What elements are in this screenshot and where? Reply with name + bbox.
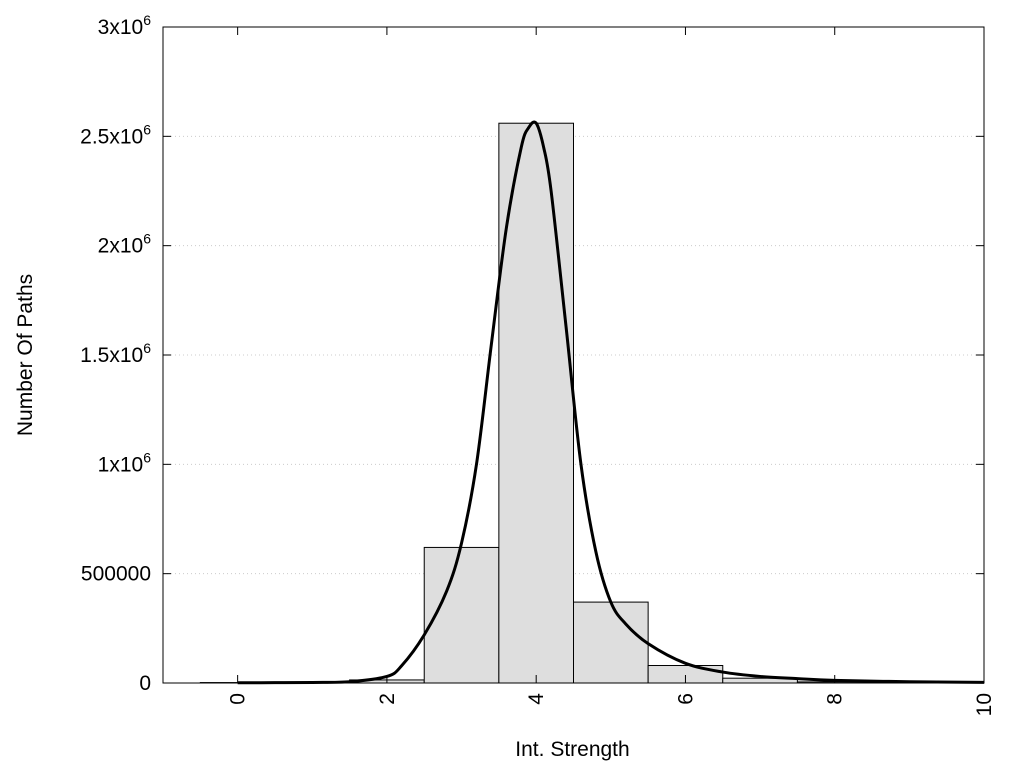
y-tick-label: 3x106: [98, 12, 152, 39]
histogram-bar: [573, 601, 649, 684]
y-tick-label: 0: [139, 672, 151, 695]
y-tick-label: 2x106: [98, 231, 152, 258]
y-tick-label: 1.5x106: [80, 340, 151, 367]
x-tick-label: 0: [227, 693, 250, 705]
y-tick-label: 500000: [81, 563, 151, 586]
x-tick-label: 10: [973, 693, 996, 716]
grid-lines: [163, 135, 984, 575]
x-tick-label: 6: [674, 693, 697, 705]
bars: [199, 122, 948, 684]
y-tick-label: 2.5x106: [80, 121, 151, 148]
fit-curve: [237, 120, 985, 685]
x-axis: 0 2 4 6 8 10: [227, 27, 996, 716]
x-tick-label: 2: [376, 693, 399, 705]
y-tick-label: 1x106: [98, 449, 152, 476]
x-tick-label: 4: [525, 693, 548, 705]
histogram-bar: [498, 122, 575, 684]
x-tick-label: 8: [824, 693, 847, 705]
x-axis-title: Int. Strength: [515, 738, 629, 761]
y-axis: 0 500000 1x106 1.5x106 2x106 2.5x106 3x106: [80, 12, 984, 695]
y-axis-title: Number Of Paths: [14, 274, 37, 436]
fit-curve-line: [237, 120, 985, 685]
